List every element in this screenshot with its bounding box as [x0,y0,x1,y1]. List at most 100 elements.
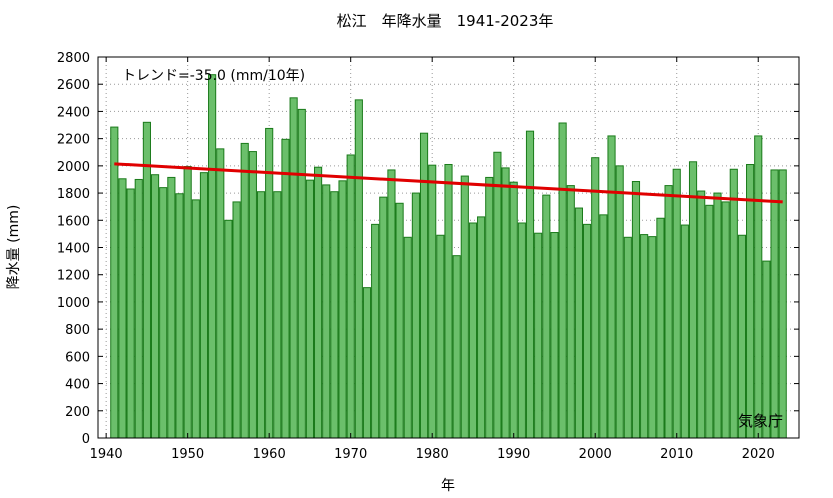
x-tick-label: 1970 [334,447,367,462]
bar [623,236,632,439]
bar [737,234,747,439]
bar [460,175,469,439]
x-tick-label: 2000 [579,447,612,462]
y-tick-label: 0 [82,432,90,447]
bar [322,184,331,439]
y-tick-label: 600 [65,350,90,365]
y-tick-label: 800 [65,323,90,338]
bar [517,222,526,439]
bar [550,232,559,439]
y-tick-label: 2600 [57,78,90,93]
bar [525,130,535,439]
axis-ticks [98,56,799,439]
bar [534,232,543,439]
bar [395,202,404,439]
bar [607,135,616,439]
y-tick-label: 200 [65,405,90,420]
y-tick-label: 1400 [57,242,90,257]
bar [134,178,143,439]
y-tick-label: 2200 [57,133,90,148]
x-tick-label: 1950 [171,447,204,462]
y-tick-label: 1600 [57,214,90,229]
bar [746,163,755,439]
bar [411,192,420,439]
bar [183,166,192,439]
y-tick-label: 2400 [57,105,90,120]
bar [371,223,380,439]
bar [419,132,429,439]
bar [248,151,257,439]
bars [110,74,787,439]
x-tick-label: 1940 [90,447,123,462]
bar [631,181,641,439]
source-label: 気象庁 [738,412,783,430]
bar [346,154,355,439]
bar [199,172,209,439]
bar [297,108,306,439]
bar [387,169,396,439]
bar [615,165,624,439]
bar [224,219,233,439]
bar [167,176,176,439]
x-tick-labels: 1940 1950 1960 1970 1980 1990 2000 2010 2020 [90,447,775,462]
bar [656,217,665,439]
bar [159,187,168,439]
bar [729,168,738,439]
bar [485,176,494,439]
y-axis-label: 降水量 (mm) [6,205,22,290]
chart-title: 松江 年降水量 1941-2023年 [337,12,554,30]
bar [599,214,608,439]
x-tick-label: 1980 [416,447,449,462]
bar [509,181,518,439]
bar [175,193,184,439]
bar [330,191,339,439]
bar [754,135,763,439]
y-tick-label: 1000 [57,296,90,311]
y-tick-labels: 0 200 400 600 800 1000 1200 1400 1600 1800 2000 220… [57,51,90,447]
bar [428,164,437,439]
bar [379,196,388,439]
bar [403,236,412,439]
y-tick-label: 400 [65,378,90,393]
bar [256,191,266,439]
bar [354,99,363,439]
bar [240,142,249,439]
bar [314,166,323,439]
x-tick-label: 2010 [660,447,693,462]
bar [444,163,453,439]
bar [770,169,779,439]
bar [436,234,445,439]
bar [110,126,119,439]
bar [208,74,217,439]
bar [574,207,583,439]
bar [362,287,372,439]
bar [713,192,722,439]
bar [273,191,282,439]
bar [281,138,290,439]
bar [216,148,225,439]
bar [664,185,673,439]
x-axis-label: 年 [441,478,455,494]
bar [778,169,787,439]
bar [672,168,681,439]
bar [150,174,160,439]
bar [566,185,575,439]
bar [640,234,649,439]
bar [680,224,689,439]
bar [191,199,200,439]
bar [697,190,706,439]
bar [477,216,486,439]
x-tick-label: 1990 [497,447,530,462]
bar [289,97,298,439]
x-tick-label: 1960 [253,447,286,462]
bar [142,121,151,439]
y-tick-label: 1800 [57,187,90,202]
bar [305,179,315,439]
bar [705,204,714,439]
bar [468,222,478,439]
y-tick-label: 1200 [57,269,90,284]
bar [265,127,274,439]
y-tick-label: 2800 [57,51,90,66]
bar [501,167,510,439]
